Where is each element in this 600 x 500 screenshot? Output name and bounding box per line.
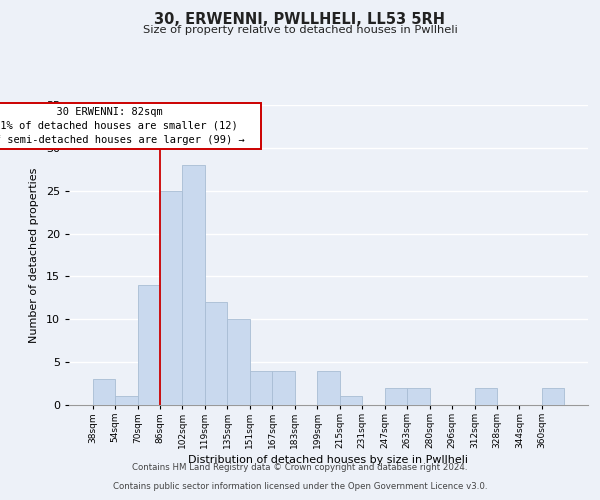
Bar [475,388,497,405]
Bar [115,396,137,405]
Bar [340,396,362,405]
Text: Contains HM Land Registry data © Crown copyright and database right 2024.: Contains HM Land Registry data © Crown c… [132,464,468,472]
X-axis label: Distribution of detached houses by size in Pwllheli: Distribution of detached houses by size … [188,456,469,466]
Text: Contains public sector information licensed under the Open Government Licence v3: Contains public sector information licen… [113,482,487,491]
Bar [385,388,407,405]
Y-axis label: Number of detached properties: Number of detached properties [29,168,39,342]
Bar [205,302,227,405]
Bar [317,370,340,405]
Bar [542,388,565,405]
Bar [250,370,272,405]
Bar [137,285,160,405]
Text: 30, ERWENNI, PWLLHELI, LL53 5RH: 30, ERWENNI, PWLLHELI, LL53 5RH [155,12,445,28]
Bar [227,320,250,405]
Bar [272,370,295,405]
Bar [92,380,115,405]
Bar [160,190,182,405]
Bar [182,165,205,405]
Text: Size of property relative to detached houses in Pwllheli: Size of property relative to detached ho… [143,25,457,35]
Bar [407,388,430,405]
Text: 30 ERWENNI: 82sqm
  ← 11% of detached houses are smaller (12)
  89% of semi-deta: 30 ERWENNI: 82sqm ← 11% of detached hous… [0,106,257,144]
